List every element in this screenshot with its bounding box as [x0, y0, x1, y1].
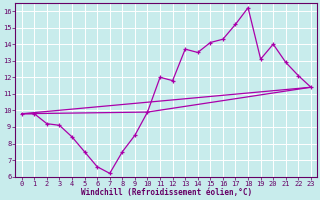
X-axis label: Windchill (Refroidissement éolien,°C): Windchill (Refroidissement éolien,°C) [81, 188, 252, 197]
